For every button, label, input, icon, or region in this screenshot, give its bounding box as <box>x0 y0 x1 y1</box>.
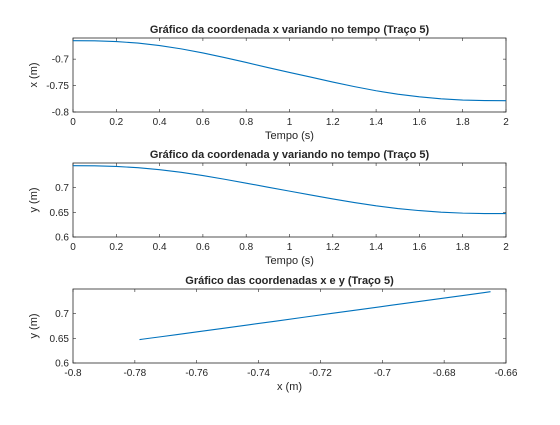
series-line-y-vs-x <box>139 291 491 341</box>
x-tick-label: 0.4 <box>153 242 167 253</box>
plot-area <box>72 288 507 364</box>
y-tick-label: -0.7 <box>52 55 70 66</box>
x-tick-label: 0 <box>70 117 76 128</box>
chart-x-vs-time: 0 0.2 0.4 0.6 0.8 1 1.2 1.4 1.6 1.8 2 -0.8 -0.75 -0.7… <box>28 24 509 142</box>
y-axis-label: y (m) <box>28 187 40 212</box>
x-tick-label: 1.4 <box>369 117 383 128</box>
y-tick-label: -0.8 <box>52 108 70 119</box>
series-line-x-vs-time <box>72 40 507 102</box>
x-tick-label: -0.72 <box>309 368 332 379</box>
chart-title: Gráfico da coordenada x variando no temp… <box>150 24 430 36</box>
y-axis-label: x (m) <box>28 62 40 87</box>
x-tick-label: -0.8 <box>64 368 82 379</box>
x-tick-label: 1.8 <box>456 242 470 253</box>
series-line-y-vs-time <box>72 165 507 215</box>
chart-title: Gráfico da coordenada y variando no temp… <box>150 149 430 161</box>
chart-title: Gráfico das coordenadas x e y (Traço 5) <box>185 275 394 287</box>
x-tick-label: 0 <box>70 242 76 253</box>
y-tick-label: 0.7 <box>55 183 69 194</box>
x-axis-label: Tempo (s) <box>265 255 314 267</box>
x-tick-label: 1.6 <box>412 242 426 253</box>
x-tick-label: -0.74 <box>247 368 270 379</box>
x-tick-label: 1.6 <box>412 117 426 128</box>
x-tick-label: -0.76 <box>185 368 208 379</box>
x-tick-label: -0.66 <box>495 368 518 379</box>
y-axis-label: y (m) <box>28 313 40 338</box>
x-tick-label: 1.2 <box>326 242 340 253</box>
x-axis-label: x (m) <box>277 381 302 393</box>
x-tick-label: 2 <box>503 117 509 128</box>
y-tick-label: 0.65 <box>50 334 70 345</box>
x-tick-label: 2 <box>503 242 509 253</box>
y-tick-label: 0.6 <box>55 359 69 370</box>
x-tick-label: 1.8 <box>456 117 470 128</box>
x-tick-label: 1.4 <box>369 242 383 253</box>
chart-y-vs-x: -0.8 -0.78 -0.76 -0.74 -0.72 -0.7 -0.68 -0.66 0.… <box>28 275 518 393</box>
y-tick-label: 0.65 <box>50 208 70 219</box>
x-tick-label: 0.4 <box>153 117 167 128</box>
y-tick-label: 0.7 <box>55 309 69 320</box>
x-tick-label: 1 <box>287 117 293 128</box>
x-tick-label: -0.78 <box>123 368 146 379</box>
x-tick-label: -0.68 <box>433 368 456 379</box>
plot-area <box>72 37 507 113</box>
y-tick-label: -0.75 <box>46 81 69 92</box>
x-tick-label: 0.6 <box>196 117 210 128</box>
x-tick-label: 1 <box>287 242 293 253</box>
plot-area <box>72 162 507 238</box>
x-tick-label: 1.2 <box>326 117 340 128</box>
x-tick-label: -0.7 <box>374 368 392 379</box>
x-tick-label: 0.2 <box>109 242 123 253</box>
x-axis-label: Tempo (s) <box>265 130 314 142</box>
x-tick-label: 0.8 <box>239 117 253 128</box>
x-tick-label: 0.8 <box>239 242 253 253</box>
y-tick-label: 0.6 <box>55 233 69 244</box>
x-tick-label: 0.2 <box>109 117 123 128</box>
chart-y-vs-time: 0 0.2 0.4 0.6 0.8 1 1.2 1.4 1.6 1.8 2 0.6 0.65 0.7 Grá… <box>28 149 509 267</box>
x-tick-label: 0.6 <box>196 242 210 253</box>
